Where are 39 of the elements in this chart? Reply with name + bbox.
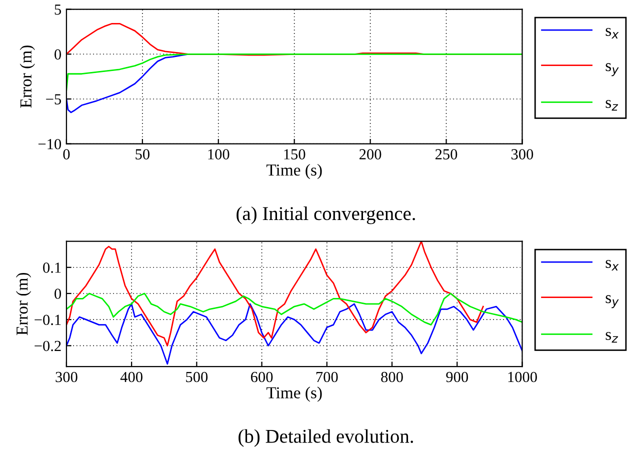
x-tick-label: 200 — [360, 149, 382, 160]
y-axis-title: Error (m) — [20, 46, 35, 108]
y-tick-label: 0.1 — [43, 262, 61, 273]
legend-label: s$_{z}$ — [606, 332, 618, 343]
legend-label: s$_{x}$ — [606, 28, 619, 39]
x-tick-label: 150 — [284, 149, 306, 160]
x-tick-label: 50 — [136, 149, 150, 160]
text: (b) Detailed evolution. — [238, 429, 413, 447]
line-series — [66, 292, 522, 326]
x-tick-label: 900 — [446, 372, 468, 382]
legend-label: s$_{y}$ — [606, 295, 619, 308]
x-tick-label: 700 — [316, 372, 338, 382]
x-axis-title: Time (s) — [266, 386, 322, 402]
x-tick-label: 500 — [186, 372, 208, 382]
line-series — [66, 241, 484, 346]
x-tick-label: 600 — [250, 372, 273, 382]
x-tick-label: 400 — [120, 372, 142, 382]
y-axis-title: Error (m) — [16, 272, 32, 336]
y-tick-label: −10 — [38, 138, 62, 150]
x-tick-label: 100 — [208, 149, 230, 160]
x-tick-label: 300 — [56, 372, 78, 382]
x-tick-label: 250 — [435, 149, 458, 160]
x-tick-label: 1000 — [508, 372, 537, 382]
x-axis-title: Time (s) — [266, 164, 322, 180]
x-tick-label: 0 — [63, 149, 70, 160]
x-tick-label: 800 — [381, 372, 403, 382]
y-tick-label: −0.1 — [34, 314, 61, 326]
y-tick-label: −5 — [46, 94, 62, 104]
line-series — [66, 53, 522, 91]
y-tick-label: 0 — [54, 49, 62, 60]
y-tick-label: 0 — [54, 288, 62, 299]
x-tick-label: 300 — [511, 149, 534, 160]
y-tick-label: −0.2 — [34, 340, 61, 352]
y-tick-label: 5 — [54, 4, 62, 15]
legend-label: s$_{x}$ — [606, 260, 619, 271]
legend-label: s$_{y}$ — [606, 63, 619, 76]
text: (a) Initial convergence. — [236, 206, 415, 224]
legend-label: s$_{z}$ — [606, 100, 618, 111]
line-series — [66, 303, 522, 365]
